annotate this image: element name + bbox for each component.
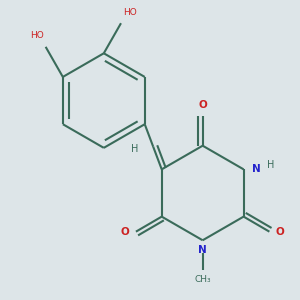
Text: O: O (276, 227, 284, 237)
Text: HO: HO (30, 32, 44, 40)
Text: H: H (131, 144, 138, 154)
Text: N: N (198, 244, 207, 255)
Text: O: O (121, 227, 130, 237)
Text: H: H (267, 160, 274, 170)
Text: CH₃: CH₃ (194, 275, 211, 284)
Text: O: O (198, 100, 207, 110)
Text: N: N (252, 164, 261, 174)
Text: HO: HO (123, 8, 137, 17)
